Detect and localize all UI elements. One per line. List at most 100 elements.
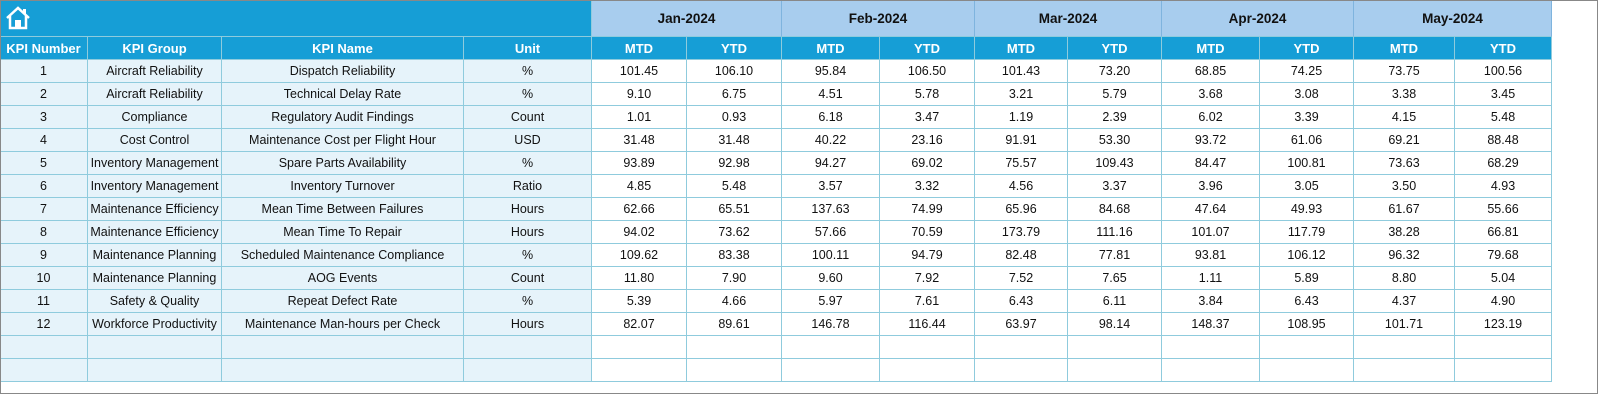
cell: 5.79 (1068, 83, 1162, 106)
cell: 61.06 (1260, 129, 1354, 152)
cell: % (464, 290, 592, 313)
empty-cell (1162, 336, 1260, 359)
cell: Compliance (88, 106, 222, 129)
cell: 173.79 (975, 221, 1068, 244)
cell: 146.78 (782, 313, 880, 336)
cell: 101.07 (1162, 221, 1260, 244)
cell: 3.45 (1455, 83, 1552, 106)
cell: Safety & Quality (88, 290, 222, 313)
period-header: MTD (1354, 37, 1455, 60)
cell: Maintenance Man-hours per Check (222, 313, 464, 336)
empty-cell (222, 336, 464, 359)
month-header: May-2024 (1354, 0, 1552, 37)
empty-cell (592, 359, 687, 382)
cell: 4.85 (592, 175, 687, 198)
cell: Count (464, 106, 592, 129)
cell: 63.97 (975, 313, 1068, 336)
cell: 7 (0, 198, 88, 221)
cell: Maintenance Efficiency (88, 221, 222, 244)
cell: 66.81 (1455, 221, 1552, 244)
cell: 31.48 (592, 129, 687, 152)
cell: 106.12 (1260, 244, 1354, 267)
empty-cell (222, 359, 464, 382)
cell: 2 (0, 83, 88, 106)
cell: Aircraft Reliability (88, 60, 222, 83)
empty-cell (1354, 359, 1455, 382)
cell: 77.81 (1068, 244, 1162, 267)
cell: Mean Time Between Failures (222, 198, 464, 221)
empty-cell (0, 359, 88, 382)
cell: 79.68 (1455, 244, 1552, 267)
cell: 4.56 (975, 175, 1068, 198)
empty-cell (0, 336, 88, 359)
empty-cell (1162, 359, 1260, 382)
cell: 94.27 (782, 152, 880, 175)
cell: 98.14 (1068, 313, 1162, 336)
cell: Technical Delay Rate (222, 83, 464, 106)
cell: 1 (0, 60, 88, 83)
cell: 3.21 (975, 83, 1068, 106)
cell: 31.48 (687, 129, 782, 152)
cell: 4.66 (687, 290, 782, 313)
cell: 7.90 (687, 267, 782, 290)
cell: 75.57 (975, 152, 1068, 175)
cell: 6.11 (1068, 290, 1162, 313)
cell: 5.48 (687, 175, 782, 198)
cell: 61.67 (1354, 198, 1455, 221)
empty-cell (782, 359, 880, 382)
cell: 7.65 (1068, 267, 1162, 290)
empty-cell (88, 359, 222, 382)
empty-cell (1455, 359, 1552, 382)
cell: 68.29 (1455, 152, 1552, 175)
cell: 7.61 (880, 290, 975, 313)
cell: 3.50 (1354, 175, 1455, 198)
cell: 111.16 (1068, 221, 1162, 244)
cell: Inventory Turnover (222, 175, 464, 198)
period-header: YTD (687, 37, 782, 60)
cell: 8.80 (1354, 267, 1455, 290)
column-header: Unit (464, 37, 592, 60)
column-header: KPI Number (0, 37, 88, 60)
cell: 9.60 (782, 267, 880, 290)
cell: 2.39 (1068, 106, 1162, 129)
cell: Hours (464, 221, 592, 244)
cell: 6 (0, 175, 88, 198)
cell: 101.45 (592, 60, 687, 83)
month-header: Jan-2024 (592, 0, 782, 37)
cell: 53.30 (1068, 129, 1162, 152)
empty-cell (975, 359, 1068, 382)
home-icon[interactable] (4, 5, 32, 31)
cell: 93.89 (592, 152, 687, 175)
period-header: MTD (1162, 37, 1260, 60)
cell: 3 (0, 106, 88, 129)
cell: 49.93 (1260, 198, 1354, 221)
cell: 100.11 (782, 244, 880, 267)
cell: 11.80 (592, 267, 687, 290)
cell: 101.43 (975, 60, 1068, 83)
cell: Maintenance Planning (88, 267, 222, 290)
cell: 5 (0, 152, 88, 175)
cell: 84.47 (1162, 152, 1260, 175)
cell: 47.64 (1162, 198, 1260, 221)
cell: 3.84 (1162, 290, 1260, 313)
month-header: Apr-2024 (1162, 0, 1354, 37)
cell: 3.68 (1162, 83, 1260, 106)
cell: 9 (0, 244, 88, 267)
cell: 1.01 (592, 106, 687, 129)
empty-cell (1260, 336, 1354, 359)
cell: Spare Parts Availability (222, 152, 464, 175)
cell: Inventory Management (88, 175, 222, 198)
cell: 3.39 (1260, 106, 1354, 129)
cell: 93.72 (1162, 129, 1260, 152)
cell: 88.48 (1455, 129, 1552, 152)
cell: 5.89 (1260, 267, 1354, 290)
cell: 5.78 (880, 83, 975, 106)
cell: 117.79 (1260, 221, 1354, 244)
cell: 101.71 (1354, 313, 1455, 336)
cell: 38.28 (1354, 221, 1455, 244)
cell: 69.21 (1354, 129, 1455, 152)
period-header: MTD (592, 37, 687, 60)
home-bar (0, 0, 592, 37)
cell: Maintenance Efficiency (88, 198, 222, 221)
